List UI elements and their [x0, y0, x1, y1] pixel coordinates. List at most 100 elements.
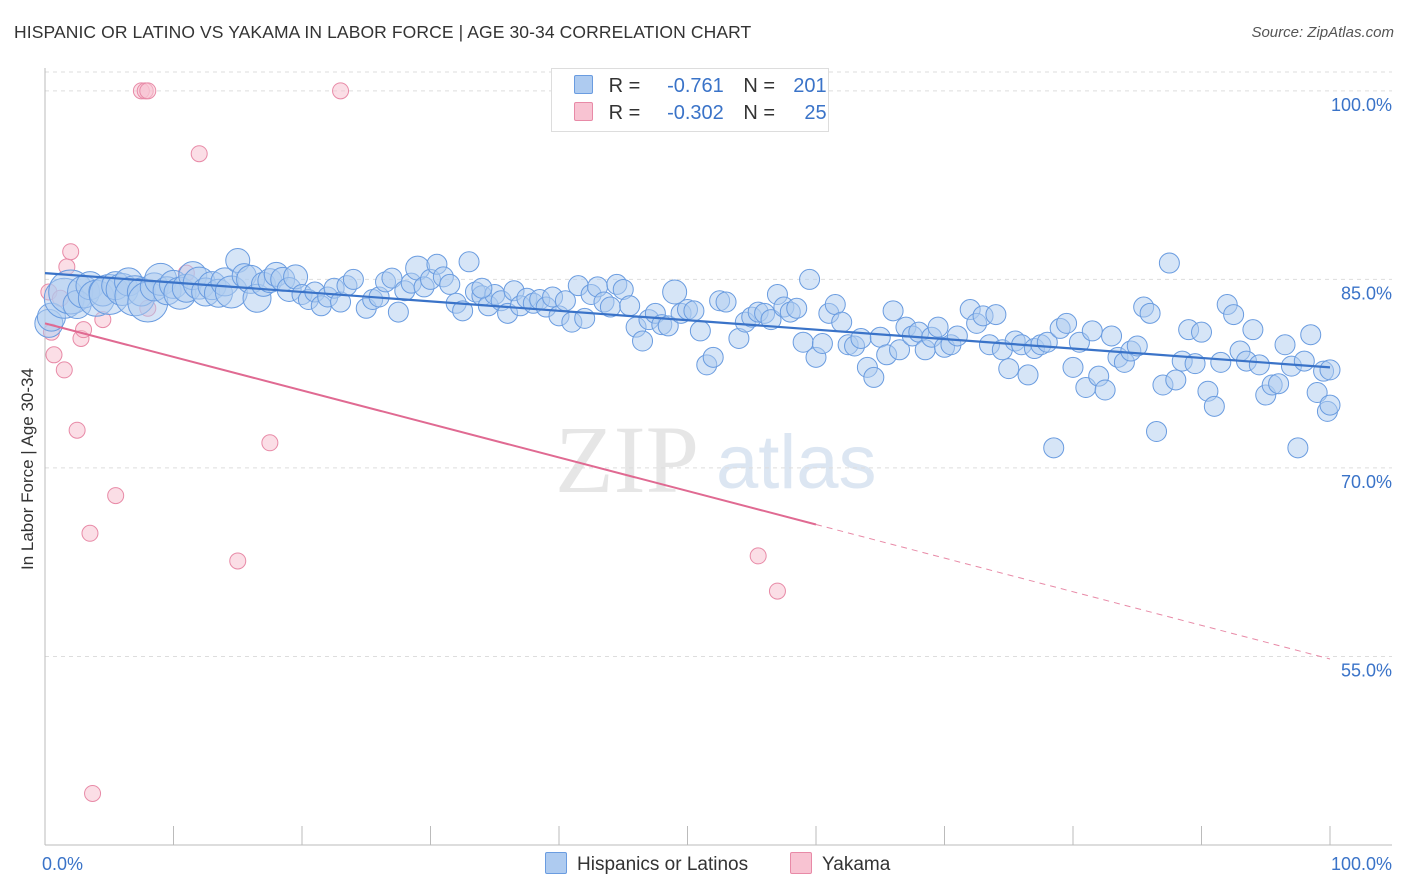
data-point-hispanic	[760, 309, 782, 331]
data-point-hispanic	[1203, 395, 1225, 417]
data-point-hispanic	[1126, 335, 1148, 357]
watermark: ZIP atlas	[555, 406, 877, 513]
data-point-hispanic	[471, 277, 493, 299]
data-point-hispanic	[1319, 359, 1341, 381]
legend-row-yakama: R = -0.302 N = 25	[574, 102, 827, 126]
bottom-legend-hispanic: Hispanics or Latinos	[545, 852, 748, 876]
y-tick-label: 70.0%	[1341, 472, 1392, 492]
chart-title: HISPANIC OR LATINO VS YAKAMA IN LABOR FO…	[14, 22, 752, 42]
bottom-legend-label-hispanic: Hispanics or Latinos	[577, 854, 749, 875]
data-point-hispanic	[715, 291, 737, 313]
trend-lines	[44, 272, 1331, 660]
trend-line-yakama-extension	[815, 524, 1331, 660]
data-point-hispanic	[683, 300, 705, 322]
data-point-yakama	[55, 361, 73, 379]
data-point-yakama	[229, 552, 247, 570]
data-point-hispanic	[387, 301, 409, 323]
x-tick-label: 100.0%	[1331, 854, 1392, 874]
data-point-yakama	[107, 487, 125, 505]
data-point-hispanic	[1146, 420, 1168, 442]
data-point-hispanic	[439, 273, 461, 295]
data-point-hispanic	[786, 297, 808, 319]
data-point-hispanic	[1191, 321, 1212, 343]
data-point-hispanic	[458, 251, 480, 273]
legend-n-value-hispanic: 201	[793, 75, 827, 97]
trend-line-hispanic	[44, 272, 1331, 369]
y-tick-label: 85.0%	[1341, 283, 1392, 303]
legend-r-label: R =	[608, 75, 641, 97]
data-point-hispanic	[1017, 364, 1039, 386]
bottom-legend-swatch-yakama	[790, 852, 812, 874]
legend-n-value-yakama: 25	[804, 102, 827, 124]
legend-n-label: N =	[743, 75, 776, 97]
data-point-hispanic	[1306, 382, 1328, 404]
legend-r-value-hispanic: -0.761	[667, 75, 724, 97]
data-point-hispanic	[702, 346, 724, 368]
trend-line-yakama	[44, 322, 817, 526]
bottom-legend-label-yakama: Yakama	[822, 854, 891, 875]
y-tick-label: 55.0%	[1341, 660, 1392, 680]
tick-labels: 55.0% 70.0% 85.0% 100.0% 0.0% 100.0%	[42, 95, 1392, 874]
data-point-hispanic	[619, 295, 641, 317]
data-point-yakama	[84, 784, 102, 802]
data-point-hispanic	[1139, 302, 1161, 324]
y-tick-label: 100.0%	[1331, 95, 1392, 115]
data-point-hispanic	[1274, 334, 1296, 356]
data-point-yakama	[332, 82, 350, 100]
data-point-yakama	[190, 145, 208, 163]
data-point-hispanic	[824, 294, 846, 316]
data-point-hispanic	[689, 320, 711, 342]
data-point-hispanic	[1081, 320, 1103, 342]
watermark-atlas: atlas	[716, 420, 877, 505]
legend-r-label: R =	[608, 102, 641, 124]
data-point-hispanic	[882, 300, 904, 322]
data-point-hispanic	[799, 268, 821, 290]
data-point-hispanic	[1165, 369, 1187, 391]
data-point-hispanic	[869, 326, 891, 348]
data-point-hispanic	[998, 358, 1020, 380]
data-point-yakama	[261, 434, 279, 452]
data-point-yakama	[139, 82, 157, 100]
data-point-yakama	[62, 243, 80, 261]
x-tick-label: 0.0%	[42, 854, 83, 874]
data-point-hispanic	[946, 325, 968, 347]
data-point-hispanic	[1268, 373, 1290, 395]
data-point-hispanic	[1319, 394, 1341, 416]
data-point-hispanic	[889, 339, 911, 361]
data-point-hispanic	[342, 268, 364, 290]
data-point-yakama	[45, 346, 63, 364]
data-point-hispanic	[1158, 252, 1180, 274]
data-point-hispanic	[1210, 351, 1232, 373]
data-point-hispanic	[1293, 350, 1315, 372]
axes	[44, 68, 1392, 846]
data-point-hispanic	[1056, 312, 1078, 334]
data-point-hispanic	[1248, 354, 1270, 376]
data-point-hispanic	[1094, 379, 1116, 401]
data-point-yakama	[768, 582, 786, 600]
data-point-hispanic	[985, 304, 1007, 326]
source-label: Source: ZipAtlas.com	[1251, 24, 1394, 41]
data-point-hispanic	[1223, 304, 1245, 326]
data-point-yakama	[81, 524, 99, 542]
data-point-hispanic	[863, 366, 885, 388]
data-point-hispanic	[1300, 324, 1322, 346]
data-point-yakama	[68, 421, 86, 439]
data-point-hispanic	[1242, 319, 1264, 341]
data-point-hispanic	[927, 316, 949, 338]
data-point-yakama	[749, 547, 767, 565]
data-point-hispanic	[831, 311, 853, 333]
legend-n-label: N =	[743, 102, 776, 124]
data-point-hispanic	[1062, 356, 1084, 378]
bottom-legend-swatch-hispanic	[545, 852, 567, 874]
data-point-hispanic	[381, 267, 403, 289]
legend-swatch-hispanic	[574, 75, 593, 94]
data-point-hispanic	[662, 279, 688, 305]
legend-swatch-yakama	[574, 102, 593, 121]
bottom-legend-yakama: Yakama	[790, 852, 890, 876]
data-point-hispanic	[1101, 325, 1123, 347]
data-point-hispanic	[1043, 437, 1065, 459]
legend-r-value-yakama: -0.302	[667, 102, 724, 124]
legend-row-hispanic: R = -0.761 N = 201	[574, 75, 827, 99]
watermark-zip: ZIP	[555, 406, 699, 513]
